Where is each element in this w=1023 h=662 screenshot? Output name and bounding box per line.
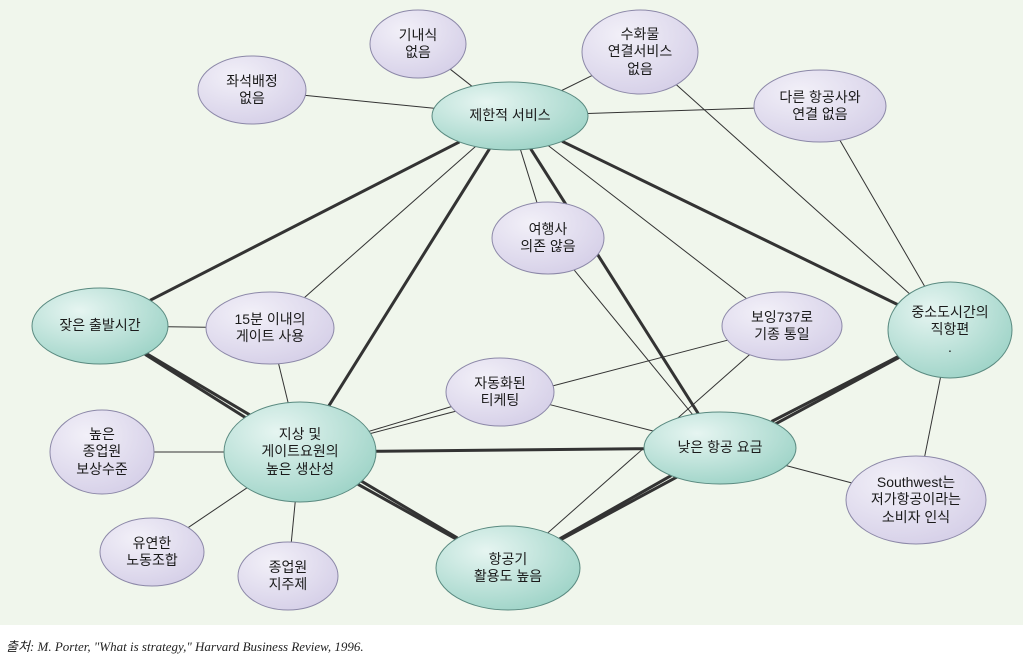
node-no_meal: 기내식 없음 [370,10,466,78]
node-no_baggage: 수화물 연결서비스 없음 [582,10,698,94]
node-limited_service: 제한적 서비스 [432,82,588,150]
node-gate_15min: 15분 이내의 게이트 사용 [206,292,334,364]
node-sw_perception: Southwest는 저가항공이라는 소비자 인식 [846,456,986,544]
node-high_util: 항공기 활용도 높음 [436,526,580,610]
node-low_fare: 낮은 항공 요금 [644,412,796,484]
node-no_interline: 다른 항공사와 연결 없음 [754,70,886,142]
node-boeing737: 보잉737로 기종 통일 [722,292,842,360]
node-high_comp: 높은 종업원 보상수준 [50,410,154,494]
source-citation: 출처: M. Porter, "What is strategy," Harva… [6,636,364,655]
node-flex_union: 유연한 노동조합 [100,518,204,586]
diagram-stage: 출처: M. Porter, "What is strategy," Harva… [0,0,1023,662]
node-auto_ticket: 자동화된 티케팅 [446,358,554,426]
node-ground_prod: 지상 및 게이트요원의 높은 생산성 [224,402,376,502]
node-ptp_midcity: 중소도시간의 직항편 . [888,282,1012,378]
node-no_seat: 좌석배정 없음 [198,56,306,124]
node-no_agent: 여행사 의존 않음 [492,202,604,274]
node-emp_stock: 종업원 지주제 [238,542,338,610]
node-frequent_dep: 잦은 출발시간 [32,288,168,364]
